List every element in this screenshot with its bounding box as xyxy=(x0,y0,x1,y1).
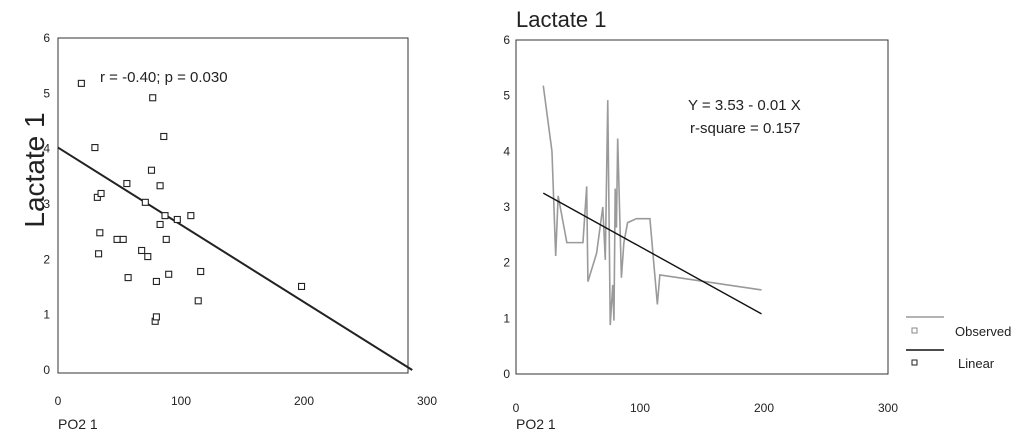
scatter-point xyxy=(138,246,146,255)
scatter-point xyxy=(187,212,195,220)
right-y-tick-labels: 0 1 2 3 4 5 6 xyxy=(503,33,510,381)
right-chart-title: Lactate 1 xyxy=(516,7,607,32)
scatter-point xyxy=(141,198,149,206)
left-y-axis-label: Lactate 1 xyxy=(19,112,50,227)
scatter-point xyxy=(149,94,157,102)
left-y-tick-label: 5 xyxy=(43,86,50,100)
left-y-tick-label: 3 xyxy=(43,197,50,211)
scatter-point xyxy=(165,270,173,278)
observed-series-line xyxy=(542,85,762,326)
left-x-tick-label: 100 xyxy=(171,394,191,408)
left-x-tick-label: 0 xyxy=(55,394,62,408)
left-y-tick-label: 0 xyxy=(43,363,50,377)
scatter-point xyxy=(160,132,168,141)
right-x-tick-label: 0 xyxy=(513,401,520,415)
scatter-point xyxy=(297,282,306,290)
legend-linear-label: Linear xyxy=(958,356,995,371)
scatter-point xyxy=(77,79,85,87)
left-plot-frame xyxy=(57,37,409,374)
scatter-point xyxy=(194,297,202,305)
left-x-tick-label: 200 xyxy=(294,394,314,408)
left-y-tick-label: 6 xyxy=(43,31,50,45)
scatter-point xyxy=(123,179,131,188)
scatter-point xyxy=(147,166,156,174)
right-y-tick-label: 6 xyxy=(503,33,510,47)
left-x-tick-labels: 0 100 200 300 xyxy=(55,394,438,408)
scatter-point xyxy=(173,215,181,224)
scatter-point xyxy=(95,250,103,258)
right-x-tick-label: 200 xyxy=(754,401,774,415)
scatter-point xyxy=(152,277,160,286)
right-r-square: r-square = 0.157 xyxy=(690,120,801,137)
scatter-point xyxy=(156,182,164,190)
scatter-point xyxy=(124,274,132,282)
legend-observed-marker xyxy=(911,327,918,334)
scatter-point xyxy=(197,267,205,276)
scatter-point xyxy=(162,235,170,243)
left-regression-line xyxy=(57,146,413,371)
scatter-point xyxy=(96,229,104,237)
legend-linear-marker xyxy=(911,359,918,366)
right-plot-frame xyxy=(515,39,889,375)
scatter-point xyxy=(156,220,164,229)
scatter-point xyxy=(113,235,121,243)
right-x-tick-label: 100 xyxy=(630,401,650,415)
scatter-point xyxy=(161,212,169,220)
left-x-axis-label: PO2 1 xyxy=(58,416,98,432)
right-y-tick-label: 3 xyxy=(503,200,510,214)
left-y-tick-label: 1 xyxy=(43,308,50,322)
right-line-chart: Lactate 1 0 1 2 3 4 5 6 0 100 200 300 Y = 3.53 - … xyxy=(503,7,898,432)
left-y-tick-label: 2 xyxy=(43,252,50,266)
legend: Observed Linear xyxy=(906,316,1011,371)
right-y-tick-label: 5 xyxy=(503,89,510,103)
right-y-tick-label: 1 xyxy=(503,311,510,325)
right-y-tick-label: 2 xyxy=(503,256,510,270)
scatter-point xyxy=(93,193,101,201)
scatter-point xyxy=(97,189,105,198)
scatter-point xyxy=(91,144,99,152)
right-x-tick-label: 300 xyxy=(878,401,898,415)
scatter-point xyxy=(152,313,160,321)
left-data-points xyxy=(77,79,306,325)
right-y-tick-label: 4 xyxy=(503,144,510,158)
scatter-point xyxy=(119,235,127,243)
left-x-tick-label: 300 xyxy=(417,394,437,408)
left-y-tick-labels: 0 1 2 3 4 5 6 xyxy=(43,31,50,377)
right-y-tick-label: 0 xyxy=(503,367,510,381)
right-equation: Y = 3.53 - 0.01 X xyxy=(688,97,801,114)
right-x-axis-label: PO2 1 xyxy=(516,416,556,432)
linear-fit-line xyxy=(542,192,762,315)
legend-observed-label: Observed xyxy=(955,324,1011,339)
scatter-point xyxy=(144,253,152,261)
left-y-tick-label: 4 xyxy=(43,142,50,156)
left-annotation: r = -0.40; p = 0.030 xyxy=(100,69,228,86)
right-x-tick-labels: 0 100 200 300 xyxy=(513,401,899,415)
